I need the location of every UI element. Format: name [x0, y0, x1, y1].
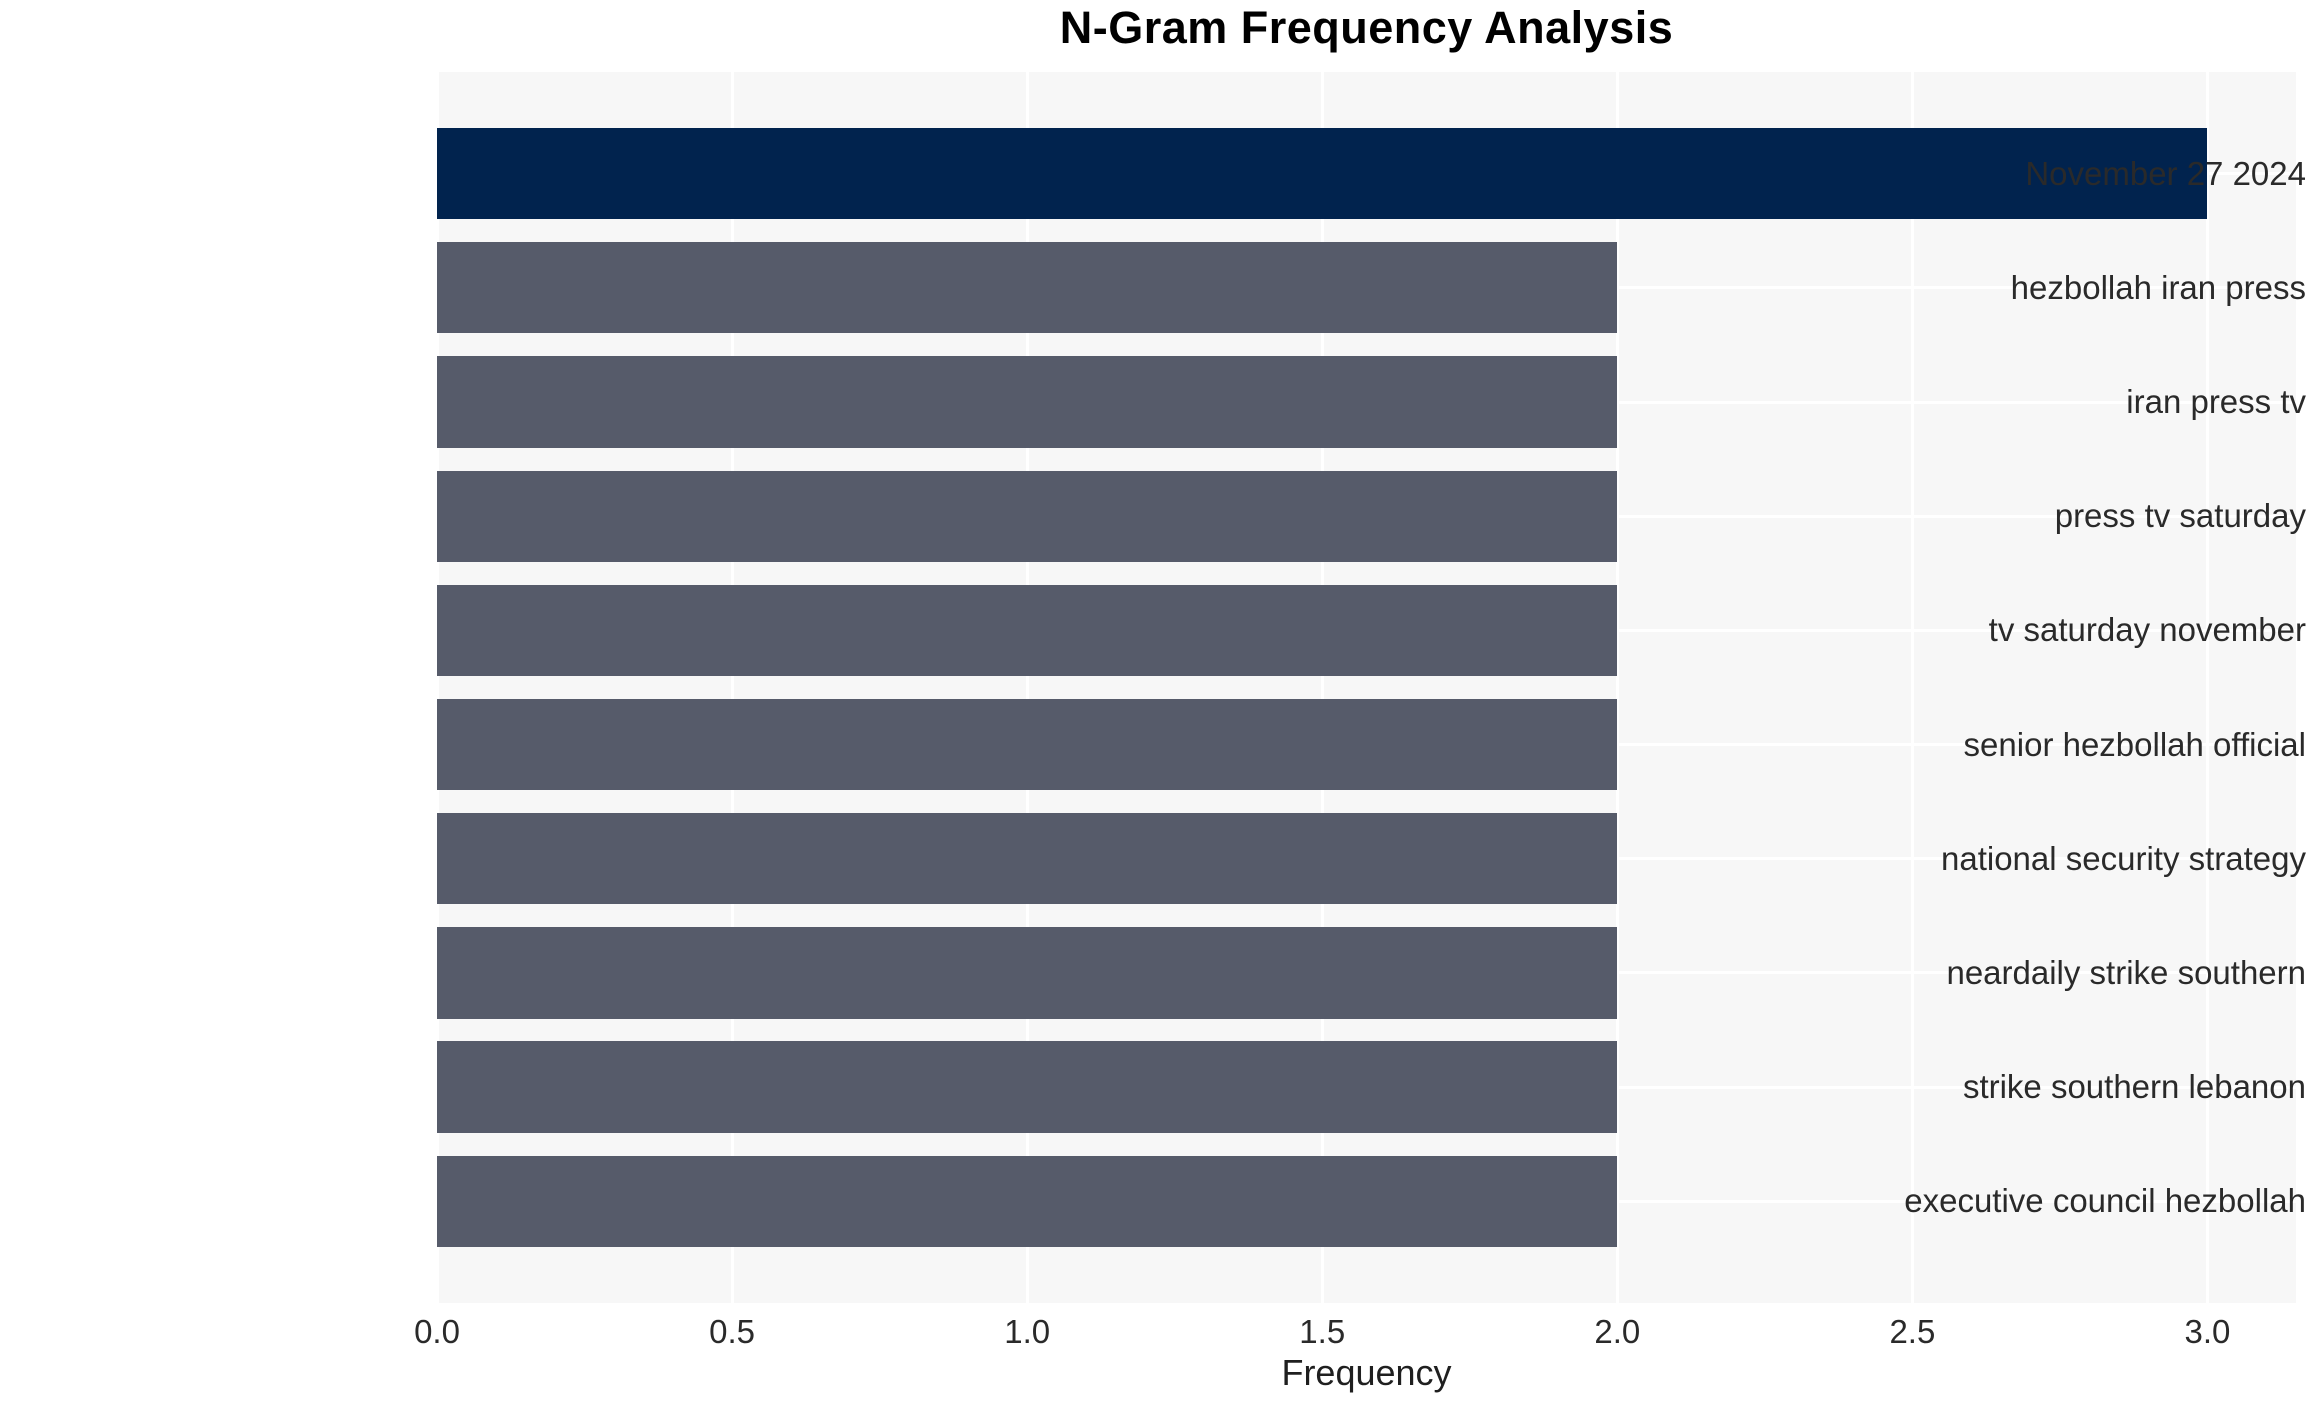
y-tick-label: hezbollah iran press: [2010, 268, 2306, 306]
x-tick-label: 1.5: [1299, 1313, 1346, 1350]
y-tick-label: press tv saturday: [2054, 497, 2306, 535]
bar: [437, 356, 1618, 448]
y-tick-label: senior hezbollah official: [1963, 725, 2306, 763]
bar: [437, 813, 1618, 905]
y-tick-label: executive council hezbollah: [1904, 1182, 2306, 1220]
bar: [437, 698, 1618, 791]
x-tick-label: 0.5: [709, 1313, 756, 1350]
bar: [437, 1155, 1618, 1248]
y-tick-label: national security strategy: [1940, 839, 2306, 877]
bar: [437, 242, 1618, 334]
chart-title: N-Gram Frequency Analysis: [1059, 2, 1674, 53]
bar: [437, 584, 1618, 677]
y-tick-label: iran press tv: [2126, 383, 2306, 421]
y-tick-label: tv saturday november: [1988, 611, 2306, 649]
bar: [437, 470, 1618, 562]
x-tick-label: 0.0: [414, 1313, 460, 1350]
x-tick-label: 1.0: [1004, 1313, 1051, 1350]
y-tick-label: strike southern lebanon: [1962, 1068, 2306, 1106]
bar: [437, 127, 2208, 220]
y-tick-label: November 27 2024: [2025, 154, 2306, 192]
vertical-gridline: [730, 72, 734, 1303]
y-tick-label: neardaily strike southern: [1946, 953, 2306, 991]
vertical-gridline: [1025, 72, 1029, 1303]
x-axis-label: Frequency: [1281, 1352, 1452, 1393]
vertical-gridline: [1910, 72, 1914, 1303]
vertical-gridline: [1615, 72, 1619, 1303]
plot-area: [435, 72, 2296, 1303]
bar: [437, 1041, 1618, 1133]
bar: [437, 927, 1618, 1019]
vertical-gridline: [2205, 72, 2209, 1303]
vertical-gridline: [435, 72, 439, 1303]
x-tick-label: 2.5: [1889, 1313, 1936, 1350]
vertical-gridline: [1320, 72, 1324, 1303]
x-tick-label: 2.0: [1594, 1313, 1641, 1350]
x-tick-label: 3.0: [2184, 1313, 2231, 1350]
